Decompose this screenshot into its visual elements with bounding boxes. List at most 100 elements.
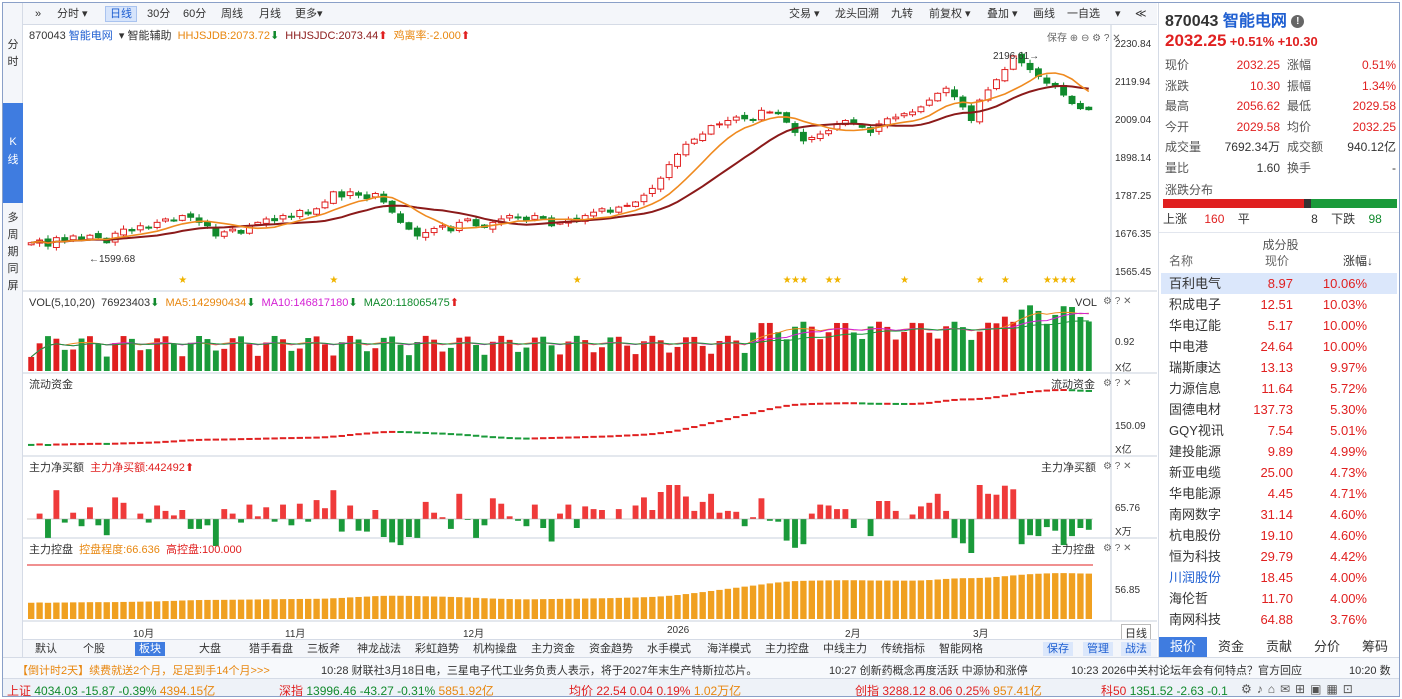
news-item[interactable]: 10:20 数 [1349, 665, 1391, 677]
constituent-row[interactable]: 南网数字 31.14 4.60% [1169, 507, 1367, 522]
tab-monthly[interactable]: 月线 [259, 8, 281, 20]
flow-panel-controls[interactable]: ⚙ ? ✕ [1103, 378, 1131, 389]
net-buy-bar [758, 498, 765, 519]
chart-area[interactable]: ★ ★ ★ ★ ★ ★ ★ ★ ★ ★ ★ ★ ★ ★ ★ 870043 智能电网 ▾ 智能辅助 HHJSJ… [23, 25, 1157, 642]
draw-line-button[interactable]: 画线 [1033, 8, 1055, 20]
constituent-row[interactable]: 海伦哲 11.70 4.00% [1169, 591, 1367, 606]
zoom-out-icon[interactable]: ⊖ [1080, 33, 1090, 44]
overlay-dropdown[interactable]: 叠加 ▾ [987, 8, 1018, 20]
info-icon[interactable]: ! [1291, 15, 1305, 28]
assist-dropdown[interactable]: ▾ 智能辅助 [118, 30, 172, 42]
btab-dragon[interactable]: 神龙战法 [357, 643, 401, 655]
rail-tab-timeshare[interactable]: 分时 [7, 39, 19, 68]
watchlist-button[interactable]: 一自选 [1067, 8, 1100, 20]
btab-sector[interactable]: 板块 [135, 642, 165, 656]
btab-mainfund[interactable]: 主力资金 [531, 643, 575, 655]
rtab-price-dist[interactable]: 分价 [1313, 639, 1340, 654]
constituent-row[interactable]: 杭电股份 19.10 4.60% [1169, 528, 1367, 543]
btab-ocean[interactable]: 海洋模式 [707, 643, 751, 655]
promo-link[interactable]: 【倒计时2天】续费就送2个月，足足到手14个月>>> [17, 665, 270, 677]
constituent-row[interactable]: 新亚电缆 25.00 4.73% [1169, 465, 1367, 480]
candle-body [1043, 77, 1051, 84]
rail-tab-kline[interactable]: K线 [3, 103, 23, 203]
watchlist-arrow[interactable]: ▾ [1115, 8, 1121, 20]
rail-tab-multiperiod[interactable]: 多周期同屏 [7, 212, 19, 292]
vol-panel-controls[interactable]: ⚙ ? ✕ [1103, 296, 1131, 307]
strategy-button[interactable]: 战法 [1121, 642, 1151, 656]
period-label[interactable]: 日线 [1121, 624, 1151, 642]
btab-mainctrl[interactable]: 主力控盘 [765, 643, 809, 655]
chart-canvas[interactable]: ★ ★ ★ ★ ★ ★ ★ ★ ★ ★ ★ ★ ★ ★ ★ [23, 25, 1157, 639]
save-icon[interactable]: 保存 [1047, 33, 1067, 44]
rtab-chips[interactable]: 筹码 [1361, 639, 1388, 654]
btab-rainbow[interactable]: 彩虹趋势 [415, 643, 459, 655]
status-icons[interactable]: ⚙♪⌂✉⊞▣▦⊡ [1241, 682, 1358, 696]
leader-replay-button[interactable]: 龙头回溯 [835, 8, 879, 20]
index-k50[interactable]: 科50 1351.52 -2.63 -0.1 [1101, 684, 1228, 697]
news-item[interactable]: 10:27 创新药概念再度活跃 中源协和涨停 [829, 665, 1028, 677]
btab-sailor[interactable]: 水手模式 [647, 643, 691, 655]
constituent-row[interactable]: 建投能源 9.89 4.99% [1169, 444, 1367, 459]
tab-weekly[interactable]: 周线 [221, 8, 243, 20]
timeshare-dropdown[interactable]: 分时 ▾ [57, 8, 88, 20]
rtab-fund[interactable]: 资金 [1217, 639, 1244, 654]
constituent-row[interactable]: 力源信息 11.64 5.72% [1169, 381, 1367, 396]
close-icon[interactable]: ✕ [1112, 33, 1121, 44]
btab-threeaxe[interactable]: 三板斧 [307, 643, 340, 655]
control-bar [1001, 576, 1009, 619]
tab-60min[interactable]: 60分 [183, 8, 207, 20]
constituent-row[interactable]: 华电辽能 5.17 10.00% [1169, 318, 1367, 333]
constituent-row[interactable]: GQY视讯 7.54 5.01% [1169, 423, 1367, 438]
tab-daily[interactable]: 日线 [105, 6, 137, 22]
index-avg[interactable]: 均价 22.54 0.04 0.19% 1.02万亿 [569, 684, 742, 697]
index-cy[interactable]: 创指 3288.12 8.06 0.25% 957.41亿 [855, 684, 1042, 697]
btab-grid[interactable]: 智能网格 [939, 643, 983, 655]
net-buy-bar [1010, 489, 1017, 519]
btab-fundtrend[interactable]: 资金趋势 [589, 643, 633, 655]
volume-bar [128, 338, 135, 371]
adjust-dropdown[interactable]: 前复权 ▾ [929, 8, 971, 20]
btab-institution[interactable]: 机构操盘 [473, 643, 517, 655]
volume-bar [808, 326, 815, 371]
constituent-row[interactable]: 积成电子 12.51 10.03% [1169, 297, 1367, 312]
sort-by-pct[interactable]: 涨幅↓ [1343, 254, 1374, 268]
btab-market[interactable]: 大盘 [199, 643, 221, 655]
nine-turn-button[interactable]: 九转 [891, 8, 913, 20]
constituent-row[interactable]: 中电港 24.64 10.00% [1169, 339, 1367, 354]
constituent-row[interactable]: 南网科技 64.88 3.76% [1169, 612, 1367, 627]
constituent-row[interactable]: 恒为科技 29.79 4.42% [1169, 549, 1367, 564]
index-sz[interactable]: 深指 13996.46 -43.27 -0.31% 5851.92亿 [279, 684, 494, 697]
collapse-left-button[interactable]: » [35, 8, 42, 20]
constituent-row[interactable]: 固德电材 137.73 5.30% [1169, 402, 1367, 417]
btab-hunter[interactable]: 猎手看盘 [249, 643, 293, 655]
rtab-contribution[interactable]: 贡献 [1265, 639, 1292, 654]
news-item[interactable]: 10:23 2026中关村论坛年会有何特点？官方回应 [1071, 665, 1303, 677]
kline-panel-controls[interactable]: 保存 ⊕ ⊖ ⚙ ? ✕ [1047, 29, 1121, 44]
settings-icon[interactable]: ⚙ [1092, 33, 1102, 44]
collapse-right-button[interactable]: ≪ [1135, 8, 1147, 20]
btab-stock[interactable]: 个股 [83, 643, 105, 655]
constituent-row[interactable]: 瑞斯康达 13.13 9.97% [1169, 360, 1367, 375]
rtab-quote[interactable]: 报价 [1159, 637, 1207, 657]
zoom-in-icon[interactable]: ⊕ [1069, 33, 1079, 44]
flow-segment [388, 430, 396, 433]
btab-traditional[interactable]: 传统指标 [881, 643, 925, 655]
manage-button[interactable]: 管理 [1083, 642, 1113, 656]
index-sh[interactable]: 上证 4034.03 -15.87 -0.39% 4394.15亿 [7, 684, 216, 697]
net-panel-controls[interactable]: ⚙ ? ✕ [1103, 461, 1131, 472]
low-marker: ←1599.68 [89, 254, 136, 265]
save-layout-button[interactable]: 保存 [1043, 642, 1073, 656]
ctrl-panel-controls[interactable]: ⚙ ? ✕ [1103, 543, 1131, 554]
more-dropdown[interactable]: 更多▾ [295, 8, 323, 20]
help-icon[interactable]: ? [1103, 33, 1110, 44]
volume-bar [473, 345, 480, 371]
constituent-row[interactable]: 华电能源 4.45 4.71% [1169, 486, 1367, 501]
net-buy-bar [800, 519, 807, 545]
constituent-row[interactable]: 川润股份 18.45 4.00% [1169, 570, 1367, 585]
tab-30min[interactable]: 30分 [147, 8, 171, 20]
btab-default[interactable]: 默认 [35, 643, 57, 655]
constituent-row[interactable]: 百利电气 8.97 10.06% [1161, 273, 1397, 294]
btab-midline[interactable]: 中线主力 [823, 643, 867, 655]
trade-dropdown[interactable]: 交易 ▾ [789, 8, 820, 20]
news-item[interactable]: 10:28 财联社3月18日电，三星电子代工业务负责人表示，将于2027年末生产… [321, 665, 758, 677]
